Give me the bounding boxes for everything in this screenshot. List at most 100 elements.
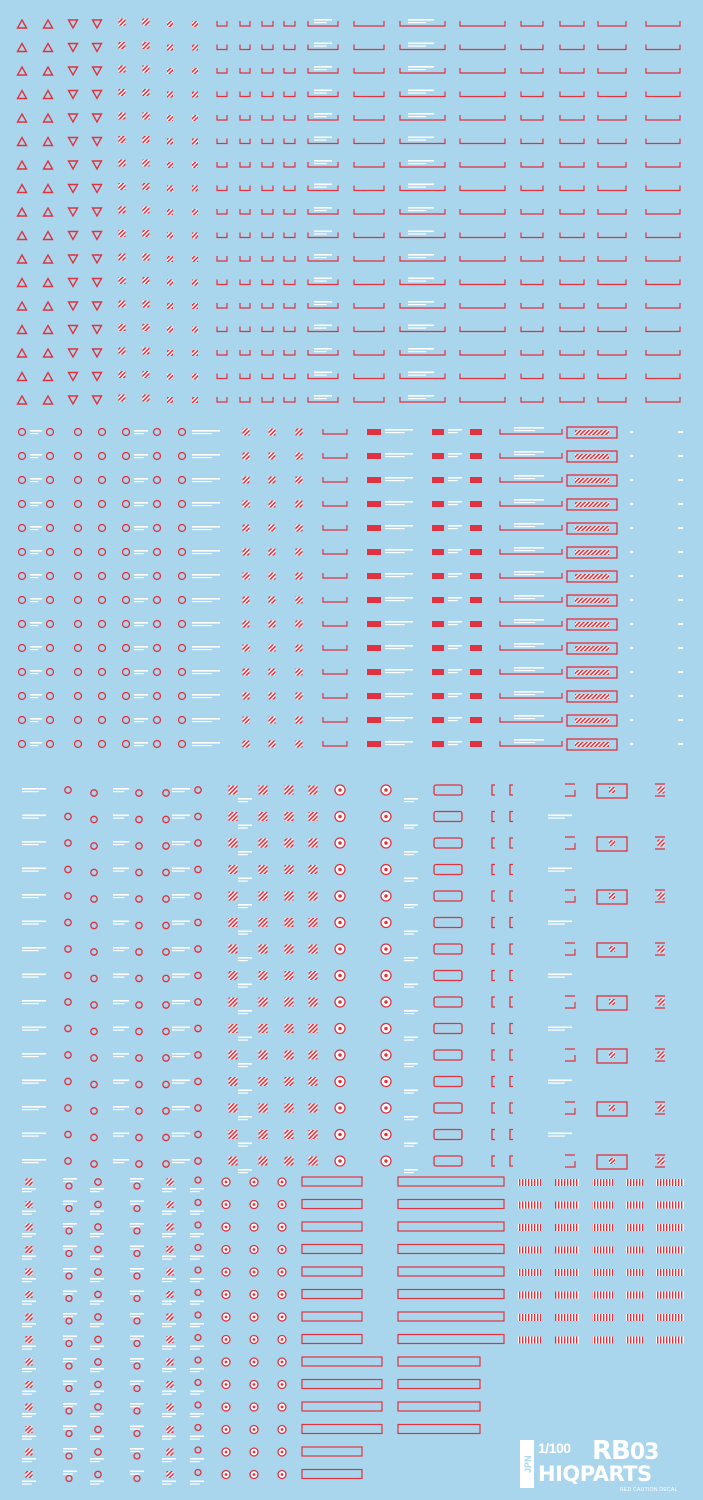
corner-mark bbox=[565, 1101, 576, 1115]
tiny-text-mark bbox=[514, 643, 544, 645]
bracket-mark bbox=[559, 138, 585, 145]
bracket-mark bbox=[283, 232, 296, 239]
tiny-text-mark bbox=[63, 1383, 73, 1385]
red-bar-mark bbox=[470, 477, 482, 483]
hatch-strip-mark bbox=[575, 646, 609, 651]
side-bracket-mark bbox=[509, 996, 513, 1008]
hatch-square-mark bbox=[609, 840, 615, 846]
triangle-down-mark bbox=[91, 395, 103, 406]
ring-mark bbox=[162, 868, 170, 877]
barcode-mark bbox=[626, 1314, 644, 1321]
bracket-mark bbox=[559, 162, 585, 168]
tiny-text-mark bbox=[192, 598, 220, 600]
triangle-up-mark bbox=[42, 253, 54, 264]
bracket-mark bbox=[307, 326, 339, 333]
tiny-text-mark bbox=[190, 1393, 200, 1395]
ring-dot-mark bbox=[252, 1225, 256, 1229]
tiny-text-mark bbox=[22, 867, 46, 870]
tiny-text-mark bbox=[314, 254, 332, 256]
label-frame-mark bbox=[397, 1401, 481, 1412]
tiny-text-mark bbox=[63, 1338, 73, 1340]
tiny-text-mark bbox=[385, 693, 413, 695]
tiny-text-mark bbox=[130, 1181, 140, 1183]
ring-mark bbox=[194, 839, 202, 847]
tiny-text-mark bbox=[22, 1135, 39, 1137]
tick-mark bbox=[678, 743, 683, 745]
tiny-text-mark bbox=[130, 1361, 140, 1363]
tick-mark bbox=[678, 551, 683, 553]
tiny-text-mark bbox=[113, 1003, 125, 1005]
side-bracket-mark bbox=[491, 837, 495, 849]
hatch-square-mark bbox=[142, 18, 150, 26]
hatch-square-mark bbox=[242, 644, 250, 652]
tiny-text-mark bbox=[30, 550, 42, 552]
tiny-text-mark bbox=[134, 742, 148, 744]
corner-mark bbox=[655, 1048, 665, 1062]
bracket-mark bbox=[283, 162, 296, 168]
tiny-text-mark bbox=[134, 697, 144, 699]
tiny-text-mark bbox=[238, 933, 248, 935]
ring-dot-mark bbox=[252, 1315, 256, 1319]
tiny-text-mark bbox=[548, 976, 565, 978]
hatch-square-mark bbox=[25, 1178, 33, 1186]
barcode-mark bbox=[518, 1336, 542, 1344]
tiny-text-mark bbox=[22, 894, 46, 896]
bracket-mark bbox=[353, 185, 385, 192]
tiny-text-mark bbox=[30, 454, 42, 456]
hatch-square-mark bbox=[167, 326, 173, 333]
bracket-mark bbox=[216, 397, 228, 403]
ring-mark bbox=[73, 523, 83, 533]
tiny-text-mark bbox=[408, 116, 427, 118]
hatch-square-mark bbox=[167, 209, 173, 215]
tick-mark bbox=[630, 455, 633, 457]
red-bar-mark bbox=[432, 621, 444, 627]
bracket-mark bbox=[353, 138, 385, 145]
tiny-text-mark bbox=[134, 433, 144, 435]
ring-mark bbox=[94, 1178, 102, 1186]
ring-mark bbox=[65, 1362, 73, 1370]
ring-mark bbox=[194, 1221, 202, 1229]
hatch-square-mark bbox=[258, 785, 268, 795]
red-bar-mark bbox=[470, 573, 482, 579]
ring-mark bbox=[73, 595, 83, 605]
tiny-text-mark bbox=[22, 976, 39, 978]
tiny-text-mark bbox=[404, 1119, 414, 1121]
tiny-text-mark bbox=[190, 1303, 200, 1305]
bracket-mark bbox=[520, 303, 544, 309]
tiny-text-mark bbox=[22, 1210, 36, 1213]
hatch-square-mark bbox=[142, 136, 150, 143]
ring-mark bbox=[45, 667, 55, 677]
hatch-square-mark bbox=[228, 1050, 238, 1060]
hatch-square-mark bbox=[167, 256, 173, 262]
tiny-text-mark bbox=[238, 880, 248, 882]
tiny-text-mark bbox=[30, 745, 39, 747]
ring-mark bbox=[94, 1200, 102, 1209]
tiny-text-mark bbox=[63, 1200, 77, 1203]
tiny-text-mark bbox=[90, 1393, 100, 1395]
bracket-mark bbox=[597, 44, 627, 51]
triangle-down-mark bbox=[91, 89, 103, 100]
ring-dot-mark bbox=[280, 1428, 284, 1431]
tiny-text-mark bbox=[30, 577, 39, 579]
tiny-text-mark bbox=[30, 697, 39, 699]
tiny-text-mark bbox=[448, 432, 458, 434]
bracket-mark bbox=[239, 350, 251, 356]
tiny-text-mark bbox=[113, 791, 125, 793]
hatch-square-mark bbox=[142, 300, 150, 308]
hatch-square-mark bbox=[118, 371, 126, 378]
tiny-text-mark bbox=[238, 801, 248, 803]
red-bar-mark bbox=[367, 453, 381, 459]
tiny-text-mark bbox=[514, 694, 535, 696]
bracket-mark bbox=[322, 717, 348, 723]
ring-mark bbox=[135, 842, 143, 850]
tiny-text-mark bbox=[514, 427, 544, 429]
ring-mark bbox=[17, 475, 27, 485]
pill-mark bbox=[433, 837, 463, 849]
tiny-text-mark bbox=[314, 230, 332, 233]
tiny-text-mark bbox=[192, 622, 220, 624]
red-bar-mark bbox=[367, 669, 381, 675]
tiny-text-mark bbox=[172, 817, 185, 819]
bracket-mark bbox=[459, 91, 506, 98]
bracket-mark bbox=[261, 373, 274, 380]
side-bracket-mark bbox=[491, 969, 495, 982]
